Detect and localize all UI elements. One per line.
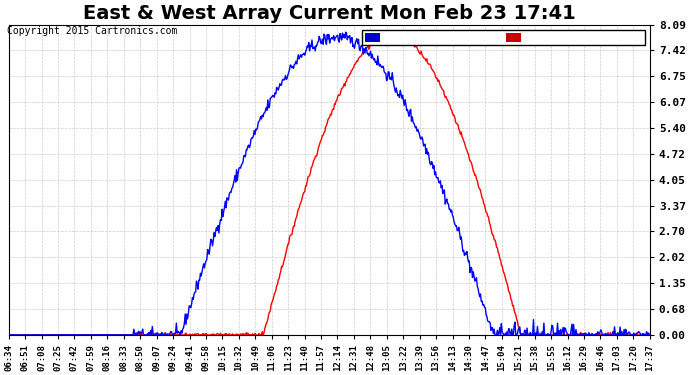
Title: East & West Array Current Mon Feb 23 17:41: East & West Array Current Mon Feb 23 17:… xyxy=(83,4,575,23)
Text: Copyright 2015 Cartronics.com: Copyright 2015 Cartronics.com xyxy=(7,26,177,36)
Legend: East Array (DC Amps), West Array (DC Amps): East Array (DC Amps), West Array (DC Amp… xyxy=(362,30,645,45)
